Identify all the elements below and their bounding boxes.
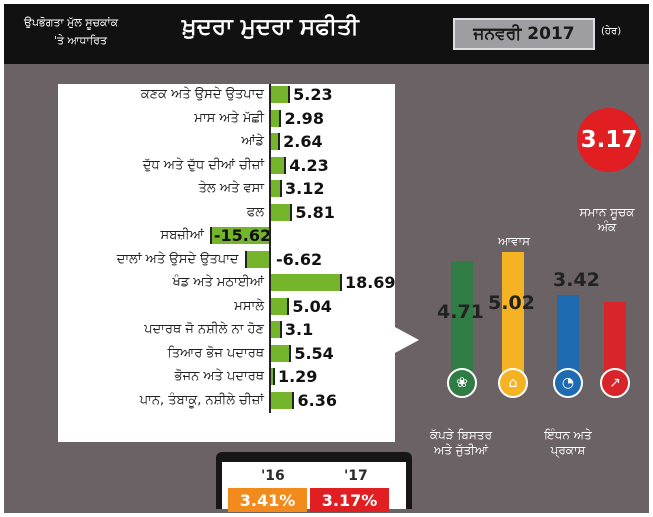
food-category-label: ਪਾਨ, ਤੰਬਾਕੂ, ਨਸ਼ੀਲੇ ਚੀਜ਼ਾਂ xyxy=(139,392,264,408)
category-label: ਇੰਧਨ ਅਤੇ ਪ੍ਰਕਾਸ਼ xyxy=(544,428,592,457)
food-bar xyxy=(209,227,270,244)
general-index-circle: 3.17 xyxy=(577,108,641,172)
food-value-label: 5.23 xyxy=(293,85,333,104)
food-value-label: 2.64 xyxy=(283,132,323,151)
trend-icon: ↗ xyxy=(600,368,630,398)
category-bar xyxy=(502,252,524,387)
food-bar xyxy=(270,321,282,338)
category-label: ਆਵਾਸ xyxy=(498,234,530,248)
zero-axis-line xyxy=(269,84,271,413)
food-value-label: 5.54 xyxy=(294,343,334,363)
food-category-label: ਦੁੱਧ ਅਤੇ ਦੁੱਧ ਦੀਆਂ ਚੀਜ਼ਾਂ xyxy=(142,157,264,173)
header-bar: ਉਪਭੋਗਤਾ ਮੁੱਲ ਸੂਚਕਾਂਕ 'ਤੇ ਆਧਾਰਿਤ ਖ਼ੁਦਰਾ ਮ… xyxy=(4,4,649,64)
year16-label: '16 xyxy=(261,468,285,484)
food-category-label: ਫਲ xyxy=(246,204,264,220)
category-label: ਸਮਾਨ ਸੂਚਕ ਅੰਕ xyxy=(579,205,635,234)
food-value-label: 3.1 xyxy=(284,320,314,339)
food-bar xyxy=(270,368,275,385)
food-value-label: 4.23 xyxy=(289,155,329,175)
food-bar xyxy=(270,109,282,127)
food-bar xyxy=(270,86,291,103)
food-panel xyxy=(58,84,395,442)
header-subtitle-line2: 'ਤੇ ਆਧਾਰਿਤ xyxy=(54,34,108,47)
category-value-label: 5.02 xyxy=(488,292,535,315)
year17-value: 3.17% xyxy=(310,488,389,512)
food-value-label: 3.12 xyxy=(285,179,325,198)
unit-note: (ਹੇਰ) xyxy=(601,26,622,37)
food-value-label: -6.62 xyxy=(276,249,323,269)
date-label: ਜਨਵਰੀ 2017 xyxy=(473,24,575,44)
food-category-label: ਤਿਆਰ ਭੋਜ ਪਦਾਰਥ xyxy=(167,345,264,361)
category-bar xyxy=(604,302,626,387)
food-value-label: 5.81 xyxy=(295,202,335,222)
food-category-label: ਮਾਸ ਅਤੇ ਮੱਛੀ xyxy=(194,110,264,126)
food-value-label: 1.29 xyxy=(277,367,318,386)
category-value-label: 4.71 xyxy=(437,300,484,323)
page-title: ਖ਼ੁਦਰਾ ਮੁਦਰਾ ਸਫੀਤੀ xyxy=(182,14,359,40)
food-value-label: 5.04 xyxy=(292,296,332,316)
food-bar xyxy=(270,203,293,221)
food-category-label: ਮਸਾਲੇ xyxy=(234,298,264,314)
food-bar xyxy=(270,156,287,174)
clothing-icon: ❀ xyxy=(447,368,477,398)
date-badge: ਜਨਵਰੀ 2017 xyxy=(453,18,595,50)
food-category-label: ਦਾਲਾਂ ਅਤੇ ਉਸਦੇ ਉਤਪਾਦ xyxy=(116,251,239,267)
food-bar xyxy=(270,274,342,291)
category-bar xyxy=(451,260,473,387)
food-value-label: -15.62 xyxy=(213,226,272,245)
category-value-label: 3.42 xyxy=(553,269,600,292)
food-category-label: ਆਂਡੇ xyxy=(241,134,264,149)
year16-value: 3.41% xyxy=(228,488,307,512)
food-bar xyxy=(270,133,281,150)
category-bar xyxy=(557,295,579,387)
food-category-label: ਤੇਲ ਅਤੇ ਵਸਾ xyxy=(198,181,264,196)
food-value-label: 6.36 xyxy=(297,390,337,410)
food-category-label: ਖੰਡ ਅਤੇ ਮਠਾਈਆਂ xyxy=(172,275,264,290)
food-bar xyxy=(270,344,292,362)
food-category-label: ਭੋਜਨ ਅਤੇ ਪਦਾਰਥ xyxy=(174,369,264,384)
header-subtitle-line1: ਉਪਭੋਗਤਾ ਮੁੱਲ ਸੂਚਕਾਂਕ xyxy=(24,16,119,29)
house-icon: ⌂ xyxy=(498,368,528,398)
food-bar xyxy=(270,297,290,315)
category-label: ਕੱਪੜੇ ਬਿਸਤਰ ਅਤੇ ਜੁੱਤੀਆਂ xyxy=(429,428,493,457)
food-bar xyxy=(270,391,295,409)
panel-pointer xyxy=(393,326,419,354)
food-value-label: 2.98 xyxy=(284,108,324,128)
food-category-label: ਸਬਜ਼ੀਆਂ xyxy=(160,228,204,243)
fuel-icon: ◔ xyxy=(553,368,583,398)
food-bar xyxy=(244,250,270,268)
food-category-label: ਕਣਕ ਅਤੇ ਉਸਦੇ ਉਤਪਾਦ xyxy=(140,87,264,102)
food-value-label: 18.69 xyxy=(344,273,396,292)
food-category-label: ਪਦਾਰਥ ਜੋ ਨਸ਼ੀਲੇ ਨਾ ਹੋਣ xyxy=(144,322,264,337)
year17-label: '17 xyxy=(344,468,368,484)
food-bar xyxy=(270,180,282,197)
